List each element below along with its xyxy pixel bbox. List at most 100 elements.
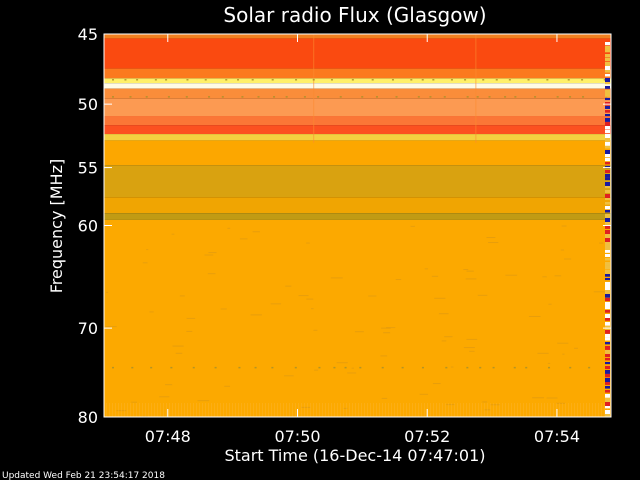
noise-streak — [415, 403, 416, 417]
noise-dot — [513, 366, 516, 369]
noise-streak — [142, 262, 148, 264]
noise-streak — [490, 403, 491, 417]
noise-dot — [238, 366, 241, 369]
noise-dot — [150, 366, 153, 369]
frequency-band — [104, 98, 611, 117]
noise-streak — [211, 403, 212, 417]
noise-streak — [496, 403, 497, 417]
edge-artifact — [605, 194, 610, 199]
noise-streak — [463, 403, 464, 417]
noise-streak — [172, 403, 173, 417]
noise-streak — [116, 410, 127, 412]
edge-artifact — [605, 222, 610, 225]
edge-artifact — [605, 342, 610, 345]
noise-streak — [131, 401, 137, 403]
noise-dot — [525, 366, 528, 369]
noise-streak — [160, 403, 161, 417]
noise-streak — [433, 403, 434, 417]
noise-dot — [556, 96, 559, 98]
noise-dot — [129, 96, 132, 98]
edge-artifact — [605, 306, 610, 310]
noise-streak — [343, 407, 348, 409]
noise-dot — [443, 96, 446, 98]
noise-streak — [355, 403, 356, 417]
noise-streak — [541, 403, 542, 417]
noise-streak — [109, 403, 110, 417]
noise-dot — [417, 96, 420, 98]
noise-streak — [148, 403, 149, 417]
noise-streak — [171, 233, 175, 235]
noise-streak — [259, 403, 260, 417]
noise-streak — [235, 403, 236, 417]
noise-dot — [221, 96, 224, 98]
noise-dot — [391, 79, 394, 81]
noise-streak — [532, 397, 545, 399]
edge-artifact — [605, 310, 610, 313]
noise-streak — [208, 403, 209, 417]
noise-dot — [165, 79, 168, 81]
noise-streak — [149, 311, 154, 313]
axes: 45 50 55 60 70 80 07:48 07:50 07:52 07:54 — [78, 25, 612, 446]
noise-streak — [466, 270, 474, 272]
noise-streak — [157, 403, 158, 417]
noise-streak — [304, 403, 305, 417]
noise-dot — [567, 79, 570, 81]
noise-dot — [508, 79, 511, 81]
noise-streak — [224, 385, 231, 387]
noise-dot — [495, 79, 498, 81]
noise-streak — [388, 403, 389, 417]
noise-streak — [563, 258, 572, 260]
noise-streak — [565, 403, 566, 417]
noise-dot — [257, 96, 260, 98]
noise-streak — [430, 403, 431, 417]
noise-streak — [532, 403, 533, 417]
edge-artifact — [605, 126, 610, 130]
edge-artifact — [605, 238, 610, 243]
noise-streak — [139, 403, 140, 417]
y-tick-label: 70 — [78, 319, 98, 338]
noise-streak — [391, 403, 392, 417]
noise-streak — [285, 285, 292, 287]
noise-streak — [544, 403, 545, 417]
x-tick-label: 07:52 — [404, 427, 450, 446]
noise-streak — [146, 249, 149, 251]
noise-streak — [163, 403, 164, 417]
noise-streak — [493, 403, 494, 417]
noise-streak — [328, 403, 329, 417]
noise-streak — [253, 403, 254, 417]
edge-artifact — [605, 206, 610, 210]
noise-dot — [333, 366, 336, 369]
noise-streak — [310, 308, 314, 310]
noise-streak — [121, 403, 122, 417]
edge-artifact — [605, 198, 610, 201]
noise-dot — [504, 96, 507, 98]
noise-streak — [424, 268, 429, 270]
noise-streak — [395, 279, 402, 281]
noise-streak — [298, 295, 309, 297]
frequency-band — [104, 116, 611, 126]
noise-dot — [581, 79, 584, 81]
plot-texture — [105, 42, 611, 417]
noise-streak — [306, 298, 314, 300]
noise-streak — [186, 330, 193, 332]
noise-streak — [465, 278, 477, 280]
edge-artifact — [605, 214, 610, 219]
noise-dot — [271, 366, 274, 369]
noise-dot — [410, 79, 413, 81]
edge-artifact — [605, 190, 610, 193]
noise-streak — [151, 403, 152, 417]
noise-streak — [199, 403, 200, 417]
edge-artifact — [605, 286, 610, 291]
noise-streak — [386, 327, 396, 329]
noise-streak — [472, 403, 473, 417]
edge-artifact — [605, 254, 610, 257]
noise-streak — [346, 403, 347, 417]
edge-artifact — [605, 302, 610, 307]
noise-streak — [376, 403, 377, 417]
noise-streak — [547, 403, 548, 417]
updated-footer: Updated Wed Feb 21 23:54:17 2018 — [2, 471, 165, 480]
noise-streak — [239, 238, 248, 240]
edge-artifact — [605, 250, 610, 253]
noise-streak — [580, 403, 581, 417]
noise-streak — [439, 403, 440, 417]
